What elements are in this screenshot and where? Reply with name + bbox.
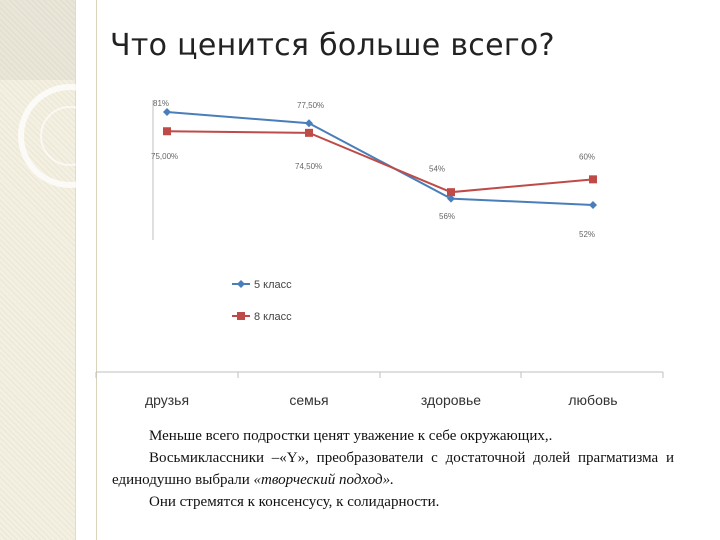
data-point — [447, 194, 455, 203]
data-label: 77,50% — [297, 101, 324, 110]
decorative-circle-outer — [18, 84, 122, 188]
data-point — [589, 201, 597, 209]
legend-label: 8 класс — [254, 311, 292, 323]
data-point — [305, 128, 313, 137]
line-chart: друзья семья здоровье любовь 81% 77,50% 54% 52%… — [95, 99, 664, 408]
data-label: 52% — [579, 230, 595, 239]
decorative-block — [0, 0, 75, 80]
commentary-line-2-text: Восьмиклассники –«Y», преобразователи с … — [112, 450, 674, 488]
data-label: 60% — [579, 152, 595, 161]
commentary-line-1: Меньше всего подростки ценят уважение к … — [149, 428, 553, 444]
data-point — [589, 175, 597, 184]
data-point — [305, 119, 313, 128]
data-point — [163, 127, 171, 136]
decorative-divider-line — [96, 0, 97, 540]
decorative-circle-inner — [40, 106, 100, 166]
data-label: 75,00% — [151, 152, 178, 161]
commentary-line-2-emphasis: «творческий подход». — [253, 472, 394, 488]
series-line — [166, 130, 594, 194]
commentary-line-3: Они стремятся к консенсусу, к солидарнос… — [149, 494, 440, 510]
x-tick-label: любовь — [568, 392, 617, 408]
decorative-sidebar — [0, 0, 122, 540]
legend-marker — [237, 312, 245, 320]
data-point — [163, 108, 171, 116]
commentary-line-2: Восьмиклассники –«Y», преобразователи с … — [112, 447, 674, 491]
x-tick-label: семья — [289, 392, 328, 408]
data-label: 74,50% — [295, 162, 322, 171]
x-tick-label: здоровье — [421, 392, 481, 408]
legend-marker — [237, 280, 245, 288]
legend-label: 5 класс — [254, 279, 292, 291]
x-tick-label: друзья — [145, 392, 189, 408]
data-point — [447, 188, 455, 197]
data-label: 81% — [153, 99, 169, 108]
slide-title: Что ценится больше всего? — [110, 28, 555, 63]
series-line — [166, 111, 594, 206]
data-label: 54% — [429, 165, 445, 174]
commentary-text: Меньше всего подростки ценят уважение к … — [112, 425, 674, 513]
data-label: 56% — [439, 212, 455, 221]
